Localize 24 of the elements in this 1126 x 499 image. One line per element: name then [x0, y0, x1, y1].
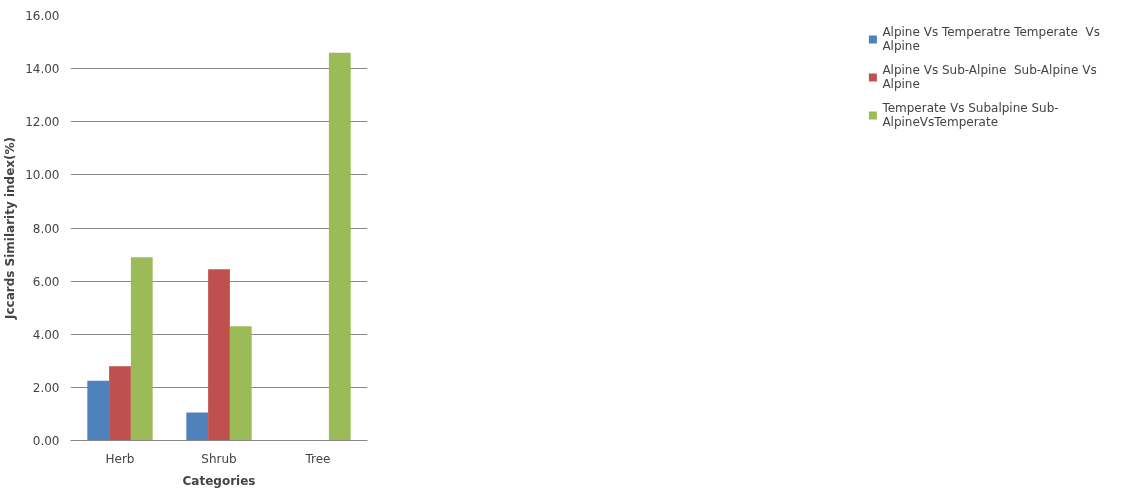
y-tick-label: 12.00: [25, 115, 60, 130]
bar: [186, 412, 209, 441]
x-tick-label: Herb: [105, 451, 135, 466]
y-tick-label: 10.00: [25, 168, 60, 183]
bar: [87, 380, 110, 441]
y-axis-title: Jccards Similarity index(%): [3, 136, 18, 321]
y-tick-label: 0.00: [32, 434, 60, 448]
y-tick-label: 16.00: [25, 9, 60, 23]
bar: [130, 257, 153, 441]
x-tick-label: Tree: [304, 451, 331, 466]
bar: [109, 366, 131, 441]
legend-label: Alpine Vs Sub-Alpine Sub-Alpine Vs Alpine: [882, 63, 1097, 91]
y-tick-label: 2.00: [32, 380, 60, 395]
bar: [328, 52, 351, 441]
bar: [229, 326, 252, 441]
y-tick-label: 4.00: [32, 327, 60, 342]
x-tick-label: Shrub: [201, 451, 237, 466]
y-tick-label: 14.00: [25, 62, 60, 77]
y-tick-label: 8.00: [32, 221, 60, 236]
legend-label: Temperate Vs Subalpine Sub-AlpineVsTemperate: [882, 101, 1059, 129]
y-tick-label: 6.00: [32, 274, 60, 289]
bar: [208, 269, 230, 441]
legend-label: Alpine Vs Temperatre Temperate Vs Alpine: [882, 25, 1100, 53]
x-axis-title: Categories: [182, 473, 256, 488]
